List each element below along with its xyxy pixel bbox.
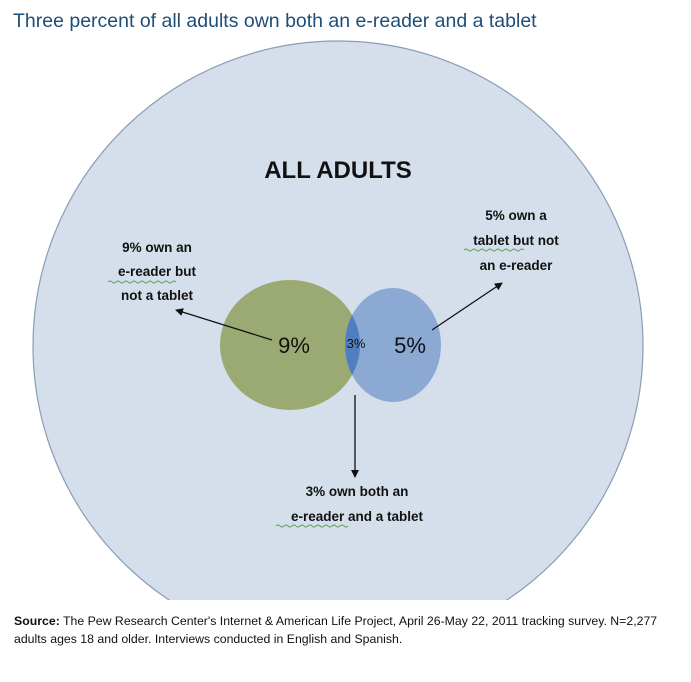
ereader-only-value: 9% [278, 333, 310, 358]
tablet-only-annotation-line-2: tablet but not [473, 233, 559, 248]
spellcheck-underline [107, 280, 177, 284]
spellcheck-underline [463, 248, 525, 252]
tablet-only-annotation: 5% own a tablet but not an e-reader [473, 208, 559, 273]
both-annotation-line-2: e-reader and a tablet [291, 509, 424, 524]
source-text: The Pew Research Center's Internet & Ame… [14, 614, 658, 646]
ereader-only-annotation: 9% own an e-reader but not a tablet [118, 240, 197, 303]
source-label: Source: [14, 614, 60, 628]
chart-title: Three percent of all adults own both an … [13, 10, 537, 32]
ereader-only-annotation-line-1: 9% own an [122, 240, 192, 255]
ereader-only-annotation-line-2: e-reader but [118, 264, 197, 279]
tablet-only-value: 5% [394, 333, 426, 358]
tablet-only-arrow [431, 282, 503, 331]
both-value: 3% [347, 336, 366, 351]
ereader-circle [220, 280, 360, 410]
tablet-circle [345, 288, 441, 402]
tablet-only-annotation-line-3: an e-reader [480, 258, 554, 273]
spellcheck-underline [275, 524, 349, 528]
both-annotation-line-1: 3% own both an [306, 484, 409, 499]
ereader-only-arrow [175, 308, 273, 341]
all-adults-label: ALL ADULTS [264, 157, 412, 184]
tablet-only-annotation-line-1: 5% own a [485, 208, 547, 223]
both-annotation: 3% own both an e-reader and a tablet [291, 484, 424, 524]
ereader-only-annotation-line-3: not a tablet [121, 288, 194, 303]
venn-diagram: ALL ADULTS 9% 3% 5% 9% own an e-reader b… [32, 40, 644, 600]
source-note: Source: The Pew Research Center's Intern… [14, 612, 674, 648]
